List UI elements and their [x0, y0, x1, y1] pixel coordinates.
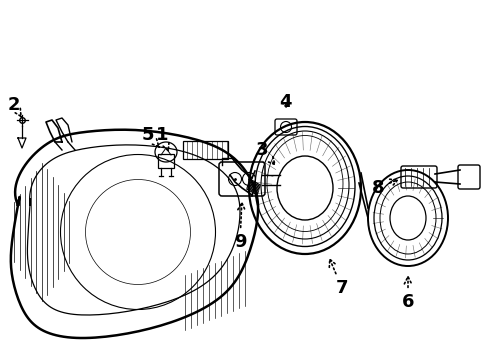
Text: 5: 5 [142, 126, 159, 147]
Text: 6: 6 [402, 276, 414, 311]
Text: 8: 8 [372, 179, 398, 197]
Text: 4: 4 [279, 93, 291, 111]
Text: 9: 9 [234, 203, 246, 251]
Text: 3: 3 [256, 141, 275, 165]
Text: 2: 2 [8, 96, 22, 117]
Text: 1: 1 [156, 126, 169, 151]
Text: 7: 7 [329, 259, 348, 297]
